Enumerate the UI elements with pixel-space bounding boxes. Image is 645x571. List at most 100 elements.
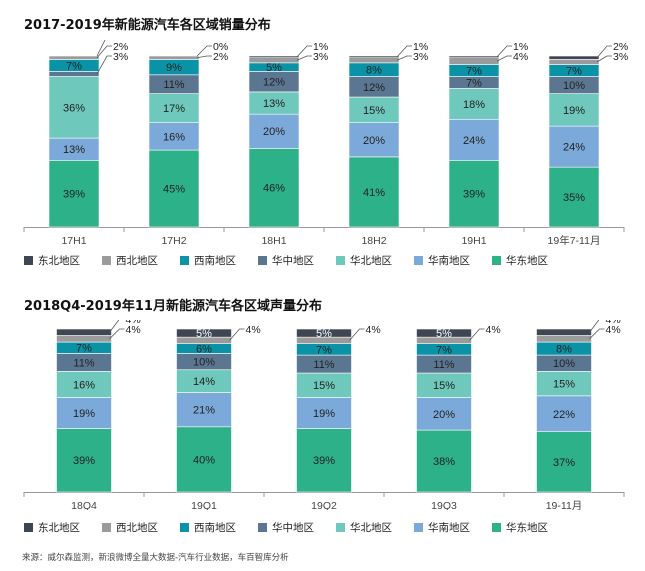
legend-item: 西北地区	[102, 520, 158, 535]
bar-segment: 18Q4 华东地区 39%	[56, 428, 112, 493]
legend-swatch	[24, 523, 33, 532]
data-label: 13%	[63, 144, 85, 156]
bar-segment: 19Q1 华南地区 21%	[176, 392, 232, 428]
data-label: 7%	[466, 78, 482, 90]
bar-segment: 19H1 华北地区 18%	[448, 88, 500, 120]
callout-line	[589, 328, 605, 340]
callout-line	[469, 328, 485, 341]
data-label-callout: 4%	[366, 324, 381, 336]
bar-segment: 18H2 东北地区 1%	[348, 55, 400, 59]
data-label: 11%	[163, 79, 184, 91]
legend-swatch	[258, 256, 267, 265]
data-label-callout: 4%	[486, 324, 501, 336]
bar-segment: 19年7-11月 华东地区 35%	[548, 166, 600, 228]
data-label-callout: 4%	[246, 324, 261, 336]
data-label: 15%	[363, 105, 385, 117]
callout-line	[296, 45, 312, 58]
legend-label: 西南地区	[194, 255, 236, 267]
data-label: 22%	[553, 409, 575, 421]
data-label: 12%	[363, 82, 385, 94]
legend-swatch	[24, 256, 33, 265]
legend-item: 华中地区	[258, 253, 314, 268]
data-label-callout: 1%	[513, 41, 528, 53]
legend-label: 东北地区	[38, 255, 80, 267]
legend-item: 华中地区	[258, 520, 314, 535]
legend-label: 华东地区	[506, 255, 548, 267]
legend-label: 西南地区	[194, 522, 236, 534]
bar-segment: 17H1 华北地区 36%	[48, 76, 100, 139]
bar-segment: 19Q2 华北地区 15%	[296, 372, 352, 398]
legend-item: 华北地区	[336, 520, 392, 535]
data-label: 19%	[563, 105, 585, 117]
data-label: 12%	[263, 77, 285, 89]
x-tick-label: 19年7-11月	[548, 234, 601, 245]
bar-segment: 19Q3 华东地区 38%	[416, 429, 472, 493]
data-label: 16%	[163, 131, 185, 143]
data-label-callout: 0%	[213, 41, 228, 53]
data-label-callout: 0%	[113, 40, 128, 43]
legend-swatch	[492, 256, 501, 265]
legend-swatch	[492, 523, 501, 532]
data-label: 6%	[196, 344, 212, 356]
x-tick-label: 19Q1	[191, 500, 217, 510]
data-label: 11%	[433, 359, 454, 371]
data-label: 5%	[316, 328, 332, 340]
legend-swatch	[102, 523, 111, 532]
bar-segment: 17H1 华东地区 39%	[48, 160, 100, 228]
data-label: 10%	[193, 357, 215, 369]
bar-segment: 19Q3 华南地区 20%	[416, 397, 472, 431]
legend-label: 华北地区	[350, 522, 392, 534]
data-label: 17%	[163, 103, 185, 115]
bar-segment: 19Q3 东北地区 5%	[416, 328, 472, 338]
data-label: 21%	[193, 405, 215, 417]
bar-segment: 19Q2 华东地区 39%	[296, 428, 352, 493]
callout-line	[496, 55, 512, 62]
data-label: 40%	[193, 454, 215, 466]
bar-segment: 18H1 华东地区 46%	[248, 148, 300, 228]
data-label-callout: 4%	[513, 51, 528, 63]
x-tick-label: 19Q2	[311, 500, 337, 510]
data-label: 19%	[73, 408, 95, 420]
callout-line	[596, 45, 612, 58]
data-label: 7%	[66, 60, 82, 72]
data-label-callout: 1%	[313, 41, 328, 53]
callout-line	[196, 45, 212, 57]
x-tick-label: 19Q3	[431, 500, 457, 510]
legend-swatch	[414, 256, 423, 265]
legend-label: 华东地区	[506, 522, 548, 534]
data-label-callout: 2%	[213, 51, 228, 63]
x-tick-label: 19-11月	[546, 500, 583, 510]
bar-segment: 19年7-11月 西北地区 3%	[548, 59, 600, 65]
legend-swatch	[180, 256, 189, 265]
data-label: 5%	[196, 328, 212, 340]
data-label: 7%	[316, 344, 332, 356]
source-note: 来源：威尔森监测，新浪微博全量大数据-汽车行业数据，车百智库分析	[22, 553, 289, 563]
data-label: 5%	[436, 328, 452, 340]
callout-line	[296, 55, 312, 61]
bar-segment: 19H1 华东地区 39%	[448, 160, 500, 228]
data-label-callout: 4%	[606, 320, 621, 326]
data-label: 38%	[433, 456, 455, 468]
bar-segment: 19-11月 西北地区 4%	[536, 335, 592, 343]
data-label: 24%	[463, 135, 485, 147]
data-label-callout: 1%	[413, 41, 428, 53]
callout-line	[349, 328, 365, 341]
legend-label: 华中地区	[272, 522, 314, 534]
data-label: 10%	[563, 80, 585, 92]
legend-label: 西北地区	[116, 522, 158, 534]
legend-item: 东北地区	[24, 253, 80, 268]
data-label: 13%	[263, 98, 285, 110]
legend-label: 华中地区	[272, 255, 314, 267]
callout-line	[109, 320, 120, 333]
bar-segment: 19年7-11月 东北地区 2%	[548, 55, 600, 60]
data-label-callout: 4%	[606, 324, 621, 336]
data-label-callout: 3%	[413, 51, 428, 63]
bar-segment: 18H2 华南地区 20%	[348, 122, 400, 158]
data-label: 35%	[563, 192, 585, 204]
data-label: 8%	[366, 65, 382, 77]
legend-swatch	[258, 523, 267, 532]
callout-line	[229, 328, 245, 341]
data-label-callout: 3%	[313, 51, 328, 63]
data-label: 20%	[363, 135, 385, 147]
data-label-callout: 2%	[613, 41, 628, 53]
